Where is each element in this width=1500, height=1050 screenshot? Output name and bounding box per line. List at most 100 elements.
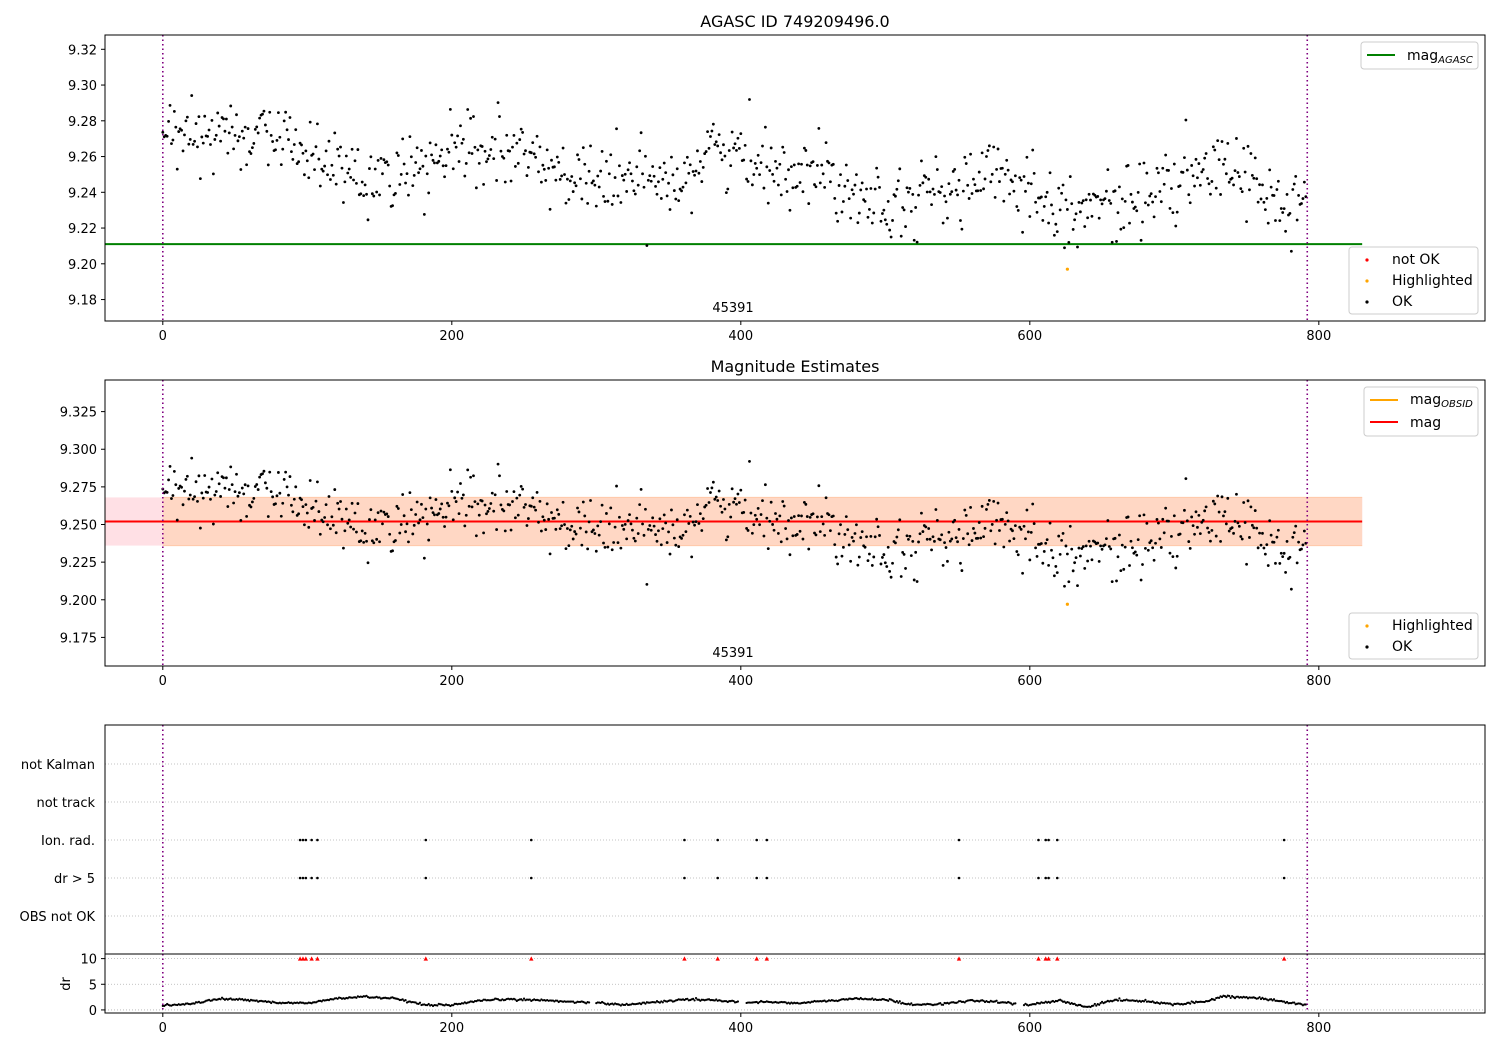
ok-point — [684, 181, 688, 185]
ok-point — [512, 490, 516, 494]
ok-point — [600, 149, 604, 153]
dr-clipped-marker — [956, 956, 962, 961]
ok-point — [852, 539, 855, 543]
ok-point — [1100, 547, 1104, 551]
dr-clipped-markers — [297, 956, 1287, 961]
ok-point — [987, 144, 991, 148]
ok-point — [554, 178, 558, 182]
ok-point — [1073, 218, 1077, 222]
ok-point — [561, 500, 565, 504]
ok-point — [281, 147, 285, 151]
ok-point — [868, 208, 871, 211]
ok-point — [1243, 170, 1247, 174]
ok-point — [553, 165, 556, 169]
ok-point — [337, 507, 341, 511]
ok-point — [329, 178, 332, 181]
ok-point — [519, 484, 523, 488]
dr-point — [898, 1000, 901, 1003]
ok-point — [271, 495, 275, 499]
ok-point — [977, 521, 981, 524]
ok-point — [1162, 531, 1166, 535]
ok-point — [769, 146, 773, 150]
ok-point — [1096, 541, 1100, 545]
ok-point — [894, 541, 897, 545]
ok-point — [749, 511, 753, 515]
ok-point — [441, 515, 445, 519]
dr-point — [219, 998, 222, 1001]
ok-point — [1002, 199, 1006, 203]
ok-point — [1256, 546, 1260, 550]
ok-point — [885, 565, 889, 568]
ok-point — [746, 529, 750, 532]
ok-point — [1246, 144, 1250, 148]
ok-point — [1019, 527, 1023, 531]
ok-point — [1240, 537, 1244, 541]
ok-point — [460, 141, 464, 145]
ok-point — [824, 496, 828, 500]
dr-point — [654, 1001, 657, 1004]
ok-point — [347, 167, 351, 171]
ok-point — [493, 493, 497, 497]
ok-point — [818, 181, 822, 185]
dr-clipped-marker — [715, 956, 720, 961]
ok-point — [278, 135, 282, 139]
ok-point — [876, 175, 880, 179]
ok-point — [850, 536, 854, 539]
ok-point — [772, 179, 776, 183]
ok-point — [1054, 222, 1058, 226]
ok-point — [1103, 197, 1107, 201]
dr-point — [1218, 996, 1221, 999]
ok-point — [626, 168, 630, 172]
ok-point — [336, 501, 340, 505]
ok-point — [1154, 195, 1157, 199]
ok-point — [308, 479, 312, 482]
ok-point — [541, 163, 545, 167]
ok-point — [558, 527, 562, 531]
ok-point — [516, 513, 520, 517]
ok-point — [441, 164, 445, 168]
ok-point — [498, 474, 501, 478]
ok-point — [401, 137, 405, 141]
ok-point — [1164, 506, 1168, 510]
ok-point — [1255, 526, 1259, 530]
ok-point — [570, 524, 574, 528]
ok-point — [839, 173, 842, 177]
ok-point — [1196, 525, 1199, 529]
ok-point — [726, 187, 730, 191]
dr-point — [414, 1001, 417, 1004]
ok-point — [973, 183, 977, 186]
ok-point — [424, 154, 428, 158]
ok-point — [1230, 176, 1234, 180]
ok-point — [934, 508, 938, 511]
ok-point — [671, 173, 675, 177]
ok-point — [898, 167, 902, 171]
ok-point — [249, 505, 253, 509]
ok-point — [836, 219, 840, 223]
ok-point — [1067, 240, 1071, 244]
ok-point — [1190, 164, 1194, 167]
dr-point — [522, 997, 526, 1000]
ok-point — [792, 515, 796, 518]
ok-point — [482, 182, 485, 186]
ok-point — [463, 524, 467, 528]
ok-point — [454, 145, 458, 149]
ok-point — [230, 125, 234, 129]
ok-point — [1172, 162, 1176, 166]
ok-point — [288, 116, 292, 119]
ok-point — [726, 535, 730, 539]
ok-point — [875, 166, 879, 170]
ok-point — [171, 494, 175, 497]
ok-point — [768, 519, 772, 523]
ok-point — [1175, 210, 1179, 214]
ok-point — [198, 177, 202, 181]
ok-point — [645, 582, 649, 586]
ok-point — [863, 545, 867, 549]
ok-point — [480, 145, 484, 148]
ok-point — [597, 185, 601, 189]
ok-point — [1005, 511, 1009, 515]
ok-point — [466, 108, 470, 111]
dr-point — [587, 1001, 591, 1004]
ok-point — [1042, 205, 1046, 208]
ok-point — [706, 130, 709, 134]
ok-point — [1235, 137, 1238, 140]
